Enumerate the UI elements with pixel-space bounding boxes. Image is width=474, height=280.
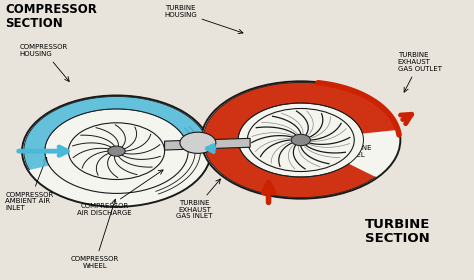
Circle shape (180, 132, 216, 153)
Text: COMPRESSOR
HOUSING: COMPRESSOR HOUSING (19, 45, 69, 81)
Text: TURBINE
EXHAUST
GAS INLET: TURBINE EXHAUST GAS INLET (176, 179, 220, 220)
Circle shape (238, 103, 364, 177)
Text: TURBINE
WHEEL: TURBINE WHEEL (302, 139, 372, 158)
Circle shape (22, 95, 211, 207)
Text: COMPRESSOR
WHEEL: COMPRESSOR WHEEL (71, 199, 119, 269)
Polygon shape (164, 138, 250, 150)
Polygon shape (24, 97, 203, 170)
Text: TURBINE
SECTION: TURBINE SECTION (365, 218, 430, 245)
Circle shape (45, 109, 188, 193)
Circle shape (68, 123, 164, 179)
Text: COMPRESSOR
AMBIENT AIR
INLET: COMPRESSOR AMBIENT AIR INLET (5, 157, 54, 211)
Text: TURBINE
EXHAUST
GAS OUTLET: TURBINE EXHAUST GAS OUTLET (398, 52, 442, 92)
Polygon shape (203, 82, 397, 198)
Text: COMPRESSOR
AIR DISCHARGE: COMPRESSOR AIR DISCHARGE (77, 170, 163, 216)
Circle shape (201, 81, 401, 199)
Circle shape (108, 146, 125, 156)
Text: TURBINE
HOUSING: TURBINE HOUSING (164, 6, 243, 34)
Circle shape (247, 108, 354, 172)
Text: COMPRESSOR
SECTION: COMPRESSOR SECTION (5, 3, 97, 31)
Circle shape (291, 134, 310, 146)
